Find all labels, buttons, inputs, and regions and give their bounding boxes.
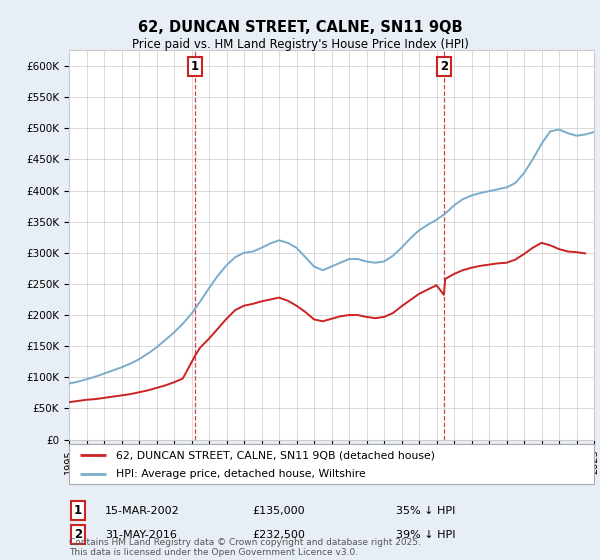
Text: HPI: Average price, detached house, Wiltshire: HPI: Average price, detached house, Wilt… — [116, 469, 366, 479]
Text: Contains HM Land Registry data © Crown copyright and database right 2025.
This d: Contains HM Land Registry data © Crown c… — [69, 538, 421, 557]
Text: 39% ↓ HPI: 39% ↓ HPI — [396, 530, 455, 540]
Text: 35% ↓ HPI: 35% ↓ HPI — [396, 506, 455, 516]
Text: 62, DUNCAN STREET, CALNE, SN11 9QB: 62, DUNCAN STREET, CALNE, SN11 9QB — [137, 20, 463, 35]
Text: 31-MAY-2016: 31-MAY-2016 — [105, 530, 177, 540]
Text: 2: 2 — [74, 528, 82, 542]
Text: 1: 1 — [74, 504, 82, 517]
Text: 15-MAR-2002: 15-MAR-2002 — [105, 506, 180, 516]
Text: 2: 2 — [440, 60, 448, 73]
Text: Price paid vs. HM Land Registry's House Price Index (HPI): Price paid vs. HM Land Registry's House … — [131, 38, 469, 50]
Text: 1: 1 — [191, 60, 199, 73]
Text: 62, DUNCAN STREET, CALNE, SN11 9QB (detached house): 62, DUNCAN STREET, CALNE, SN11 9QB (deta… — [116, 450, 435, 460]
Text: £232,500: £232,500 — [252, 530, 305, 540]
Text: £135,000: £135,000 — [252, 506, 305, 516]
